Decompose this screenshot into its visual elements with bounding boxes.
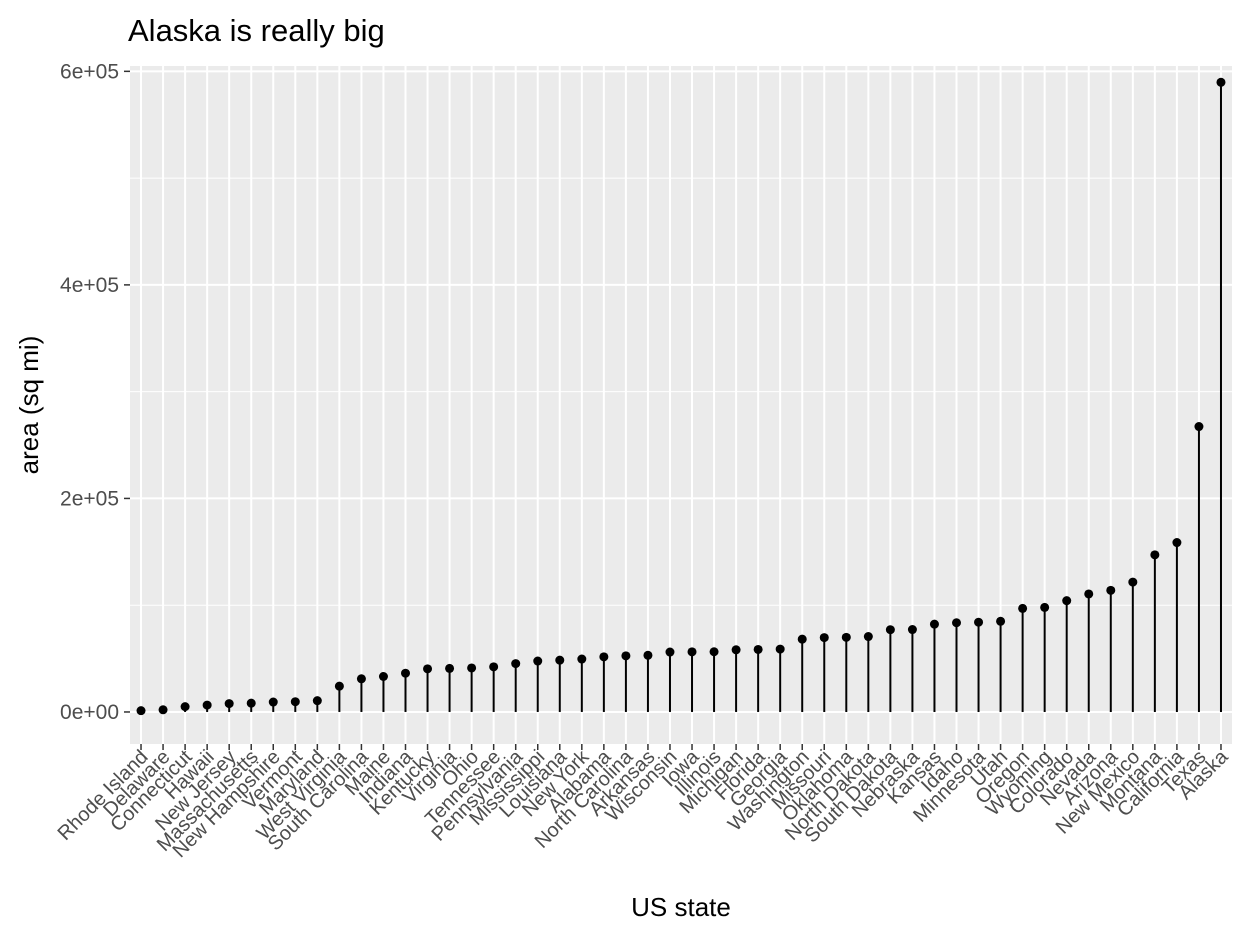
data-point <box>378 672 388 682</box>
data-point <box>841 632 851 642</box>
y-tick-label: 6e+05 <box>60 60 119 83</box>
data-marks <box>136 77 1226 716</box>
data-point <box>1062 596 1072 606</box>
data-point <box>202 700 212 710</box>
data-point <box>753 644 763 654</box>
data-point <box>775 644 785 654</box>
y-tick-label: 4e+05 <box>60 274 119 297</box>
data-point <box>1150 550 1160 560</box>
data-point <box>665 647 675 657</box>
data-point <box>246 698 256 708</box>
data-point <box>356 674 366 684</box>
data-point <box>224 699 234 709</box>
data-point <box>952 618 961 628</box>
data-point <box>1172 538 1182 548</box>
chart-title: Alaska is really big <box>128 13 385 48</box>
data-point <box>1106 585 1116 595</box>
data-point <box>929 619 939 629</box>
data-point <box>1084 589 1094 599</box>
data-point <box>555 655 565 665</box>
data-point <box>445 663 455 673</box>
x-axis-title: US state <box>631 892 731 922</box>
data-point <box>996 616 1006 626</box>
data-point <box>687 647 697 657</box>
data-point <box>268 697 278 707</box>
data-point <box>180 702 190 712</box>
data-point <box>709 647 719 657</box>
y-tick-label: 2e+05 <box>60 487 119 510</box>
data-point <box>489 662 499 672</box>
data-point <box>533 656 543 666</box>
y-axis-title: area (sq mi) <box>14 336 44 475</box>
data-point <box>290 697 300 707</box>
data-point <box>1194 422 1204 432</box>
data-point <box>599 652 609 662</box>
plot-panel <box>130 66 1232 744</box>
data-point <box>312 696 322 706</box>
data-point <box>158 705 168 715</box>
data-point <box>577 654 587 664</box>
data-point <box>401 668 410 678</box>
data-point <box>731 645 741 655</box>
data-point <box>334 681 344 691</box>
data-point <box>797 634 807 644</box>
data-point <box>819 633 829 643</box>
data-point <box>907 625 917 635</box>
data-point <box>467 663 477 673</box>
data-point <box>621 651 631 661</box>
data-point <box>511 659 521 669</box>
data-point <box>423 664 433 674</box>
data-point <box>643 650 653 660</box>
data-point <box>1216 77 1226 87</box>
data-point <box>1040 602 1050 612</box>
data-point <box>863 632 873 642</box>
data-point <box>974 617 984 627</box>
data-point <box>1128 577 1138 587</box>
data-point <box>885 625 895 635</box>
data-point <box>1018 603 1028 613</box>
data-point <box>136 706 146 716</box>
y-tick-label: 0e+00 <box>60 701 119 724</box>
